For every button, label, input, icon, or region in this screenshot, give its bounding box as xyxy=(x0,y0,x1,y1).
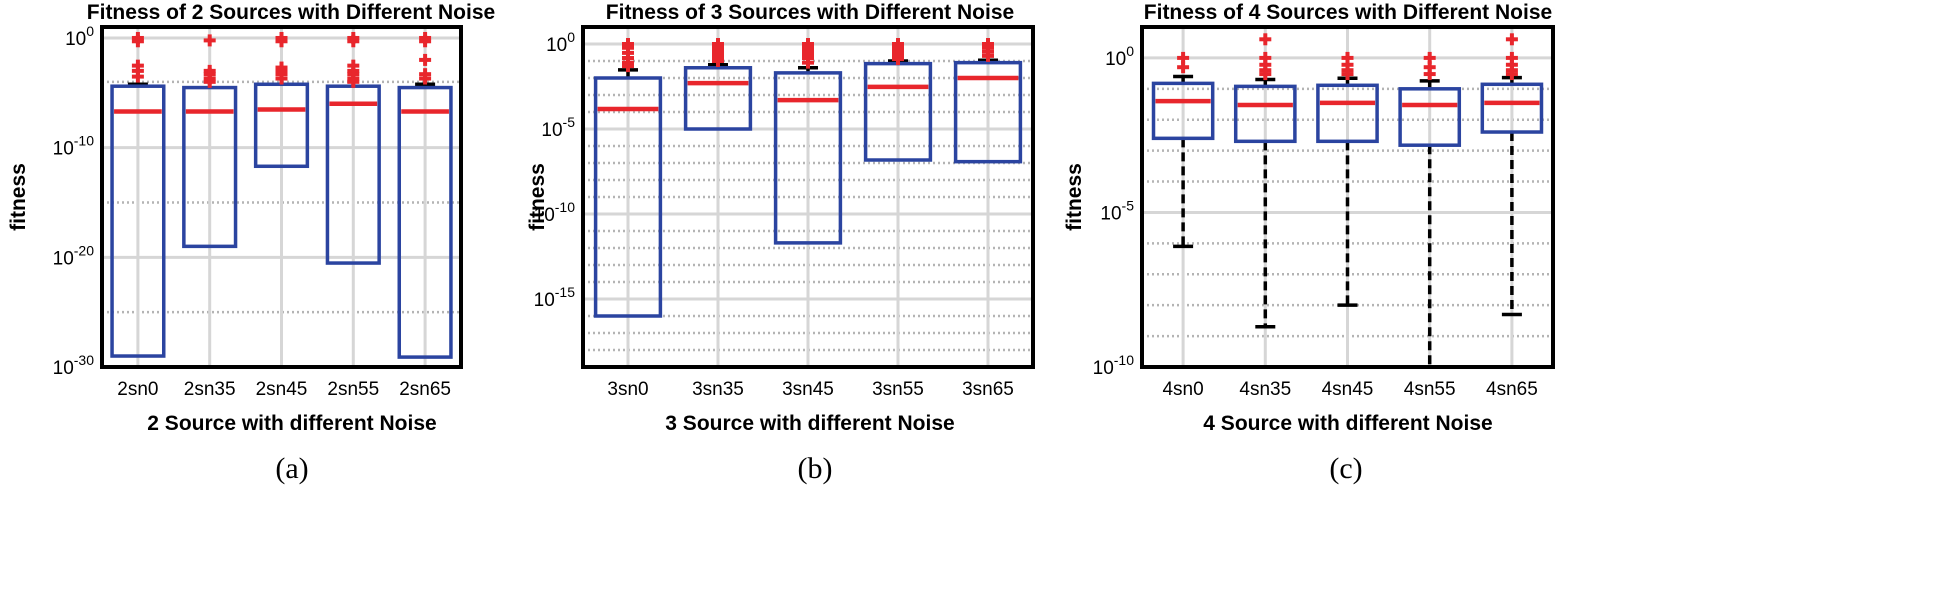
box-2sn55 xyxy=(325,31,381,265)
outlier-marker xyxy=(203,75,216,88)
x-tick-label: 3sn55 xyxy=(872,379,924,400)
x-tick-label: 2sn35 xyxy=(184,379,236,400)
y-tick-label: 10-15 xyxy=(534,284,576,311)
outlier-marker xyxy=(1505,33,1518,46)
chart-title: Fitness of 2 Sources with Different Nois… xyxy=(87,1,495,24)
outlier-marker xyxy=(419,53,432,66)
outlier-marker xyxy=(1177,61,1190,74)
y-tick-label: 100 xyxy=(65,23,94,50)
axes-frame xyxy=(581,25,1035,369)
box-iqr xyxy=(593,76,663,318)
x-axis-label: 2 Source with different Noise xyxy=(147,412,436,435)
box-iqr xyxy=(953,60,1023,164)
x-tick-label: 2sn0 xyxy=(117,379,158,400)
box-3sn55 xyxy=(863,38,933,162)
y-tick-label: 10-5 xyxy=(541,114,575,141)
x-tick-label: 3sn65 xyxy=(962,379,1014,400)
box-iqr xyxy=(1398,87,1462,147)
x-tick-label: 4sn65 xyxy=(1486,379,1538,400)
axes-frame xyxy=(100,25,463,369)
x-axis-label: 3 Source with different Noise xyxy=(665,412,954,435)
outlier-marker xyxy=(1259,33,1272,46)
x-tick-label: 2sn65 xyxy=(399,379,451,400)
y-tick-label: 100 xyxy=(1105,43,1134,70)
box-2sn35 xyxy=(182,34,238,249)
outlier-marker xyxy=(275,72,288,85)
chart-title: Fitness of 3 Sources with Different Nois… xyxy=(606,1,1014,24)
outlier-marker xyxy=(1505,68,1518,81)
y-axis-label: fitness xyxy=(526,163,549,231)
outlier-marker xyxy=(131,35,144,48)
chart-panel-1: 2sn0 2sn35 2sn45 2sn55 2sn65 100 10-10 10-20 10-… xyxy=(7,1,495,485)
outlier-marker xyxy=(131,70,144,83)
y-tick-label: 10-30 xyxy=(53,352,95,379)
outlier-marker xyxy=(1259,68,1272,81)
y-tick-label: 10-20 xyxy=(53,242,95,269)
x-tick-label: 3sn35 xyxy=(692,379,744,400)
chart-panel-3: 4sn0 4sn35 4sn45 4sn55 4sn65 100 10-5 10-10 Fitn… xyxy=(1063,1,1555,485)
axes-frame xyxy=(1140,25,1555,369)
y-axis-label: fitness xyxy=(1063,163,1086,231)
box-iqr xyxy=(683,66,753,131)
y-tick-label: 10-5 xyxy=(1100,197,1134,224)
outlier-marker xyxy=(1423,68,1436,81)
box-2sn45 xyxy=(253,31,310,169)
y-tick-label: 100 xyxy=(546,29,575,56)
box-iqr xyxy=(1480,82,1544,134)
outlier-marker xyxy=(982,49,994,62)
box-2sn0 xyxy=(110,31,166,358)
panel-label: (b) xyxy=(798,452,833,485)
box-2sn65 xyxy=(397,31,453,359)
outlier-marker xyxy=(892,53,904,66)
box-3sn35 xyxy=(683,38,753,131)
x-tick-label: 3sn45 xyxy=(782,379,834,400)
outlier-marker xyxy=(1341,68,1354,81)
box-3sn0 xyxy=(593,38,663,318)
box-4sn45 xyxy=(1316,51,1379,307)
x-tick-label: 4sn0 xyxy=(1162,379,1203,400)
panel-label: (c) xyxy=(1329,452,1362,485)
x-tick-label: 4sn35 xyxy=(1239,379,1291,400)
panel-label: (a) xyxy=(275,452,308,485)
outlier-marker xyxy=(802,56,814,69)
outlier-marker xyxy=(347,75,360,88)
box-iqr xyxy=(773,71,843,245)
outlier-marker xyxy=(419,72,432,85)
box-4sn0 xyxy=(1151,51,1215,249)
x-tick-label: 4sn55 xyxy=(1404,379,1456,400)
x-tick-label: 2sn45 xyxy=(256,379,308,400)
box-iqr xyxy=(397,85,453,359)
y-tick-label: 10-10 xyxy=(1093,352,1135,379)
box-iqr xyxy=(110,84,166,358)
box-3sn65 xyxy=(953,38,1023,164)
box-4sn35 xyxy=(1233,33,1297,329)
y-tick-label: 10-10 xyxy=(534,199,576,226)
x-tick-label: 3sn0 xyxy=(607,379,648,400)
outlier-marker xyxy=(419,35,432,48)
outlier-marker xyxy=(275,35,288,48)
box-iqr xyxy=(1233,84,1297,144)
box-iqr xyxy=(1316,83,1379,144)
chart-panel-2: 3sn0 3sn35 3sn45 3sn55 3sn65 100 10-5 10-10 10-1… xyxy=(526,1,1035,485)
box-iqr xyxy=(1151,81,1215,141)
y-tick-label: 10-10 xyxy=(53,133,95,160)
y-axis-label: fitness xyxy=(7,163,30,231)
box-4sn65 xyxy=(1480,33,1544,317)
box-3sn45 xyxy=(773,38,843,245)
outlier-marker xyxy=(622,60,634,73)
outlier-marker xyxy=(712,55,724,67)
x-axis-label: 4 Source with different Noise xyxy=(1203,412,1492,435)
outlier-marker xyxy=(203,34,216,47)
x-tick-label: 4sn45 xyxy=(1322,379,1374,400)
x-tick-label: 2sn55 xyxy=(327,379,379,400)
outlier-marker xyxy=(347,35,360,48)
chart-title: Fitness of 4 Sources with Different Nois… xyxy=(1144,1,1552,24)
